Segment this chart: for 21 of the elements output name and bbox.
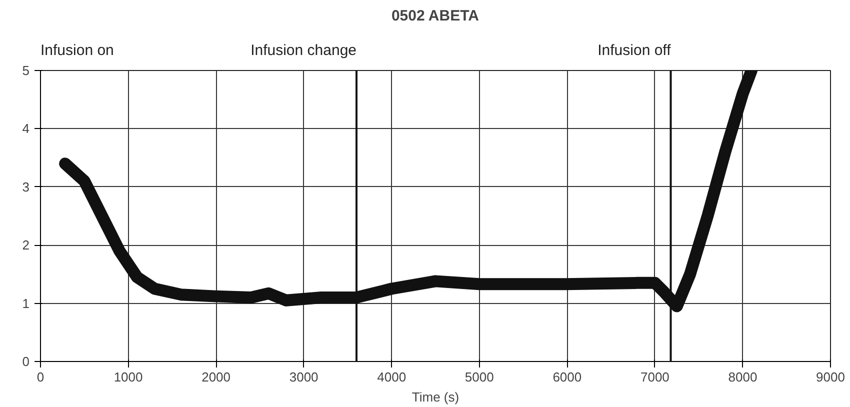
x-tick-label: 5000 xyxy=(464,370,494,384)
x-tick-label: 3000 xyxy=(289,370,318,384)
x-tick-label: 1000 xyxy=(114,370,143,384)
y-tick-label: 1 xyxy=(22,296,30,311)
y-tick-label: 4 xyxy=(22,121,30,136)
y-tick-label: 0 xyxy=(22,354,30,369)
x-tick-label: 0 xyxy=(36,370,44,384)
ref-line-label: Infusion off xyxy=(598,42,672,60)
text: Infusion on xyxy=(40,42,114,60)
y-tick-label: 2 xyxy=(22,238,30,253)
x-tick-label: 7000 xyxy=(640,370,670,384)
y-tick-label: 5 xyxy=(22,63,30,78)
x-tick-label: 4000 xyxy=(377,370,406,384)
chart-title: 0502 ABETA xyxy=(391,8,480,24)
ref-line-label: Infusion change xyxy=(250,42,357,60)
x-tick-label: 8000 xyxy=(728,370,758,384)
x-tick-label: 2000 xyxy=(202,370,231,384)
x-axis-title: Time (s) xyxy=(412,390,460,404)
y-tick-label: 3 xyxy=(22,179,30,194)
x-tick-label: 9000 xyxy=(816,370,845,384)
x-tick-label: 6000 xyxy=(552,370,582,384)
